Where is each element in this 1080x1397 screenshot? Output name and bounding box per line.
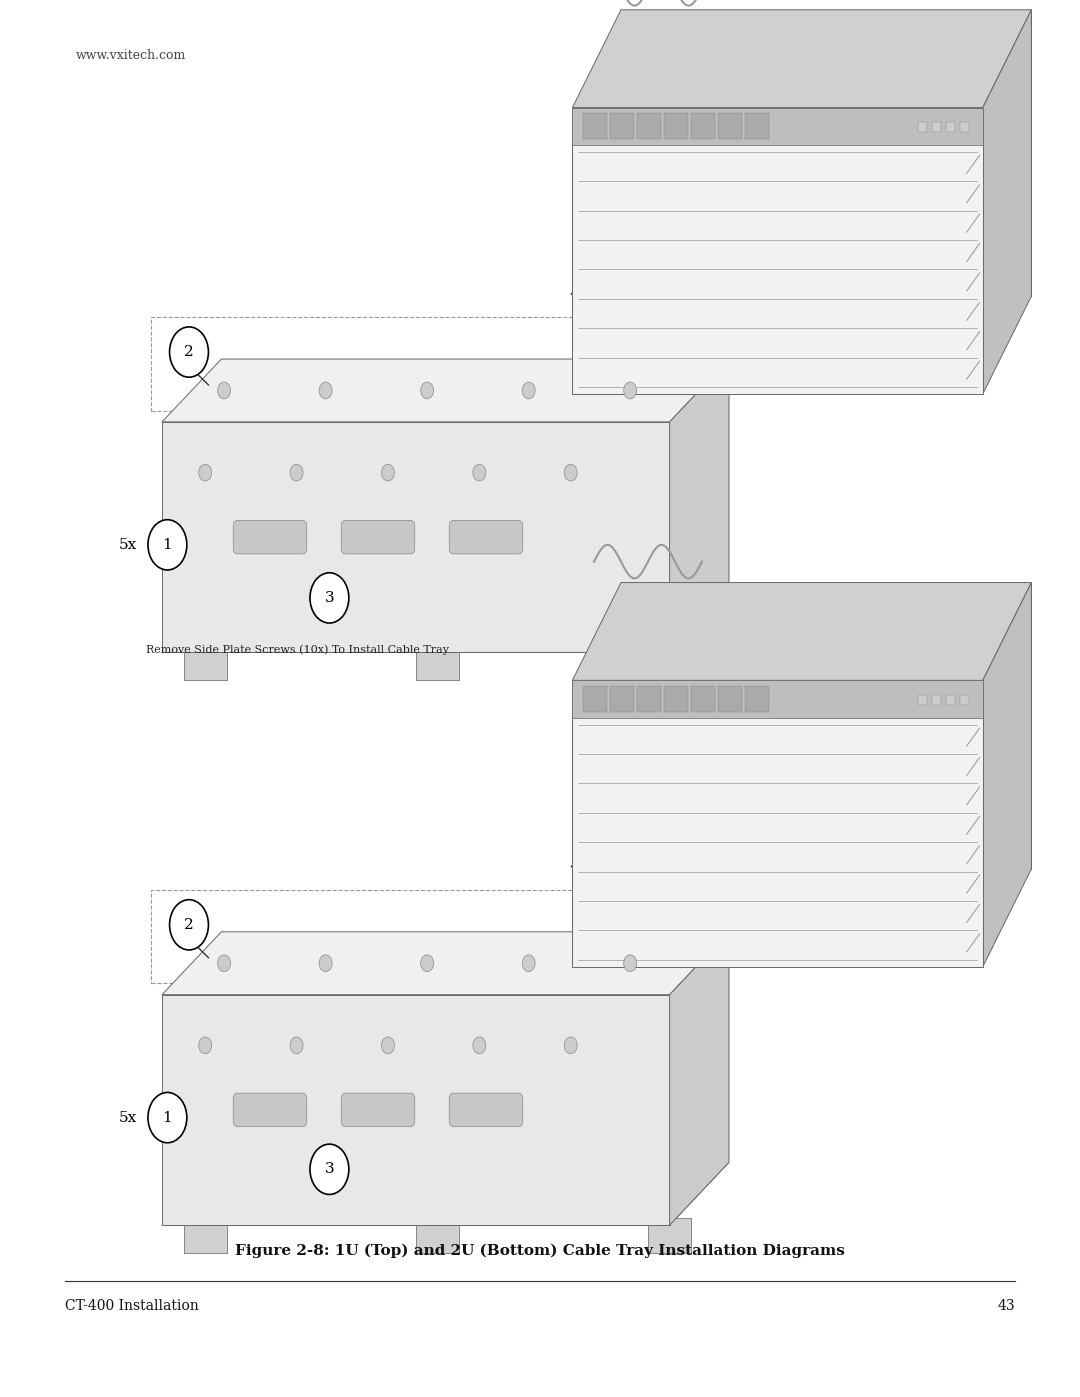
Polygon shape	[572, 108, 983, 394]
FancyBboxPatch shape	[449, 521, 523, 555]
Circle shape	[523, 956, 536, 972]
Text: 2: 2	[184, 345, 194, 359]
Bar	[718, 686, 742, 712]
Polygon shape	[162, 932, 729, 995]
Bar	[184, 645, 227, 680]
Polygon shape	[621, 10, 1031, 296]
Text: 2: 2	[184, 918, 194, 932]
Circle shape	[310, 1144, 349, 1194]
Circle shape	[310, 573, 349, 623]
Circle shape	[564, 1037, 577, 1053]
Text: www.vxitech.com: www.vxitech.com	[76, 49, 186, 61]
Circle shape	[381, 1037, 394, 1053]
Circle shape	[624, 956, 637, 972]
Bar	[583, 686, 607, 712]
Text: 1: 1	[162, 538, 173, 552]
Bar	[637, 113, 661, 140]
Circle shape	[148, 520, 187, 570]
Circle shape	[291, 464, 303, 481]
Text: 3: 3	[325, 1162, 334, 1176]
Bar	[946, 122, 955, 131]
Polygon shape	[572, 10, 1031, 108]
Circle shape	[624, 383, 637, 400]
Circle shape	[170, 900, 208, 950]
Circle shape	[320, 956, 333, 972]
Circle shape	[218, 383, 231, 400]
Polygon shape	[572, 680, 983, 718]
Bar	[946, 694, 955, 704]
FancyBboxPatch shape	[449, 1092, 523, 1126]
Bar	[610, 113, 634, 140]
Bar	[745, 113, 769, 140]
Circle shape	[199, 1037, 212, 1053]
Bar	[960, 694, 969, 704]
Bar	[932, 122, 941, 131]
Polygon shape	[162, 590, 729, 652]
Circle shape	[320, 383, 333, 400]
Bar	[918, 694, 927, 704]
Polygon shape	[983, 10, 1031, 394]
Bar	[637, 686, 661, 712]
FancyBboxPatch shape	[233, 521, 307, 555]
Bar	[932, 694, 941, 704]
Text: Figure 2-8: 1U (Top) and 2U (Bottom) Cable Tray Installation Diagrams: Figure 2-8: 1U (Top) and 2U (Bottom) Cab…	[235, 1243, 845, 1257]
Polygon shape	[572, 583, 1031, 680]
Bar	[745, 686, 769, 712]
Bar	[918, 122, 927, 131]
FancyBboxPatch shape	[233, 1092, 307, 1126]
Circle shape	[421, 956, 434, 972]
Circle shape	[148, 1092, 187, 1143]
Text: 3: 3	[325, 591, 334, 605]
Bar	[664, 686, 688, 712]
Circle shape	[523, 383, 536, 400]
Bar	[718, 113, 742, 140]
Bar	[691, 686, 715, 712]
Bar	[648, 1218, 691, 1253]
Polygon shape	[162, 995, 670, 1225]
Circle shape	[218, 956, 231, 972]
Bar	[416, 645, 459, 680]
Bar	[184, 1218, 227, 1253]
Polygon shape	[572, 680, 983, 967]
Circle shape	[381, 464, 394, 481]
Bar	[416, 1218, 459, 1253]
Bar	[960, 122, 969, 131]
Text: 1: 1	[162, 1111, 173, 1125]
Text: 5x: 5x	[119, 538, 136, 552]
Circle shape	[170, 327, 208, 377]
Polygon shape	[572, 108, 983, 145]
Bar	[648, 645, 691, 680]
Polygon shape	[162, 422, 670, 652]
Circle shape	[421, 383, 434, 400]
Bar	[610, 686, 634, 712]
Polygon shape	[983, 583, 1031, 967]
Circle shape	[291, 1037, 303, 1053]
Text: 5x: 5x	[119, 1111, 136, 1125]
Polygon shape	[162, 359, 729, 422]
Circle shape	[199, 464, 212, 481]
Bar	[583, 113, 607, 140]
Circle shape	[473, 1037, 486, 1053]
FancyBboxPatch shape	[341, 521, 415, 555]
Polygon shape	[670, 359, 729, 652]
Polygon shape	[670, 932, 729, 1225]
Text: CT-400 Installation: CT-400 Installation	[65, 1299, 199, 1313]
Bar	[691, 113, 715, 140]
Polygon shape	[621, 583, 1031, 869]
Circle shape	[473, 464, 486, 481]
Bar	[664, 113, 688, 140]
Circle shape	[564, 464, 577, 481]
Text: 43: 43	[998, 1299, 1015, 1313]
Polygon shape	[162, 1162, 729, 1225]
Text: Remove Side Plate Screws (10x) To Install Cable Tray: Remove Side Plate Screws (10x) To Instal…	[146, 644, 449, 655]
FancyBboxPatch shape	[341, 1092, 415, 1126]
